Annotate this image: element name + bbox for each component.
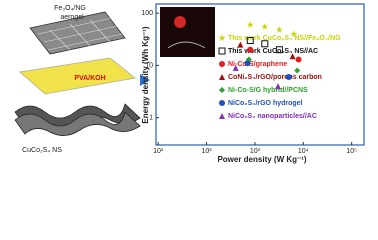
legend-label: NiCo₂S₄/rGO hydrogel [228,100,303,107]
label: CuCo₂S₄ NS [22,147,62,154]
schematic: Fe₃O₄/NG aerogel PVA/KOH CuCo₂S₄ NS [14,5,150,154]
legend-marker [218,47,226,55]
legend-label: Ni-Co-S/G hybrid//PCNS [228,87,308,94]
data-point [294,67,301,74]
data-point [247,46,254,53]
data-point [289,53,296,60]
inset-glow [174,16,186,28]
inset-wire [167,41,206,49]
legend-marker [218,34,226,42]
cuco2s4-layer [14,111,141,136]
data-point [246,37,254,45]
legend-label: CoNi₂S₄/rGO/porous carbon [228,74,322,81]
x-axis-title: Power density (W Kg⁻¹) [217,155,306,164]
x-tick-label: 10² [202,148,213,155]
legend-label: This work CuCo₂S₄ NS//Fe₃O₄/NG [228,35,341,42]
data-point [246,20,254,28]
data-point [275,46,283,54]
data-point [295,56,302,63]
label: Fe₃O₄/NG [54,5,86,12]
inset-photo [160,7,215,57]
data-point [261,22,269,30]
arrow [140,74,150,86]
y-tick-label: 10 [145,62,153,69]
legend-marker [219,61,225,67]
x-tick-label: 10¹ [153,148,164,155]
y-axis-title: Energy density (Wh Kg⁻¹) [141,26,150,123]
label: PVA/KOH [74,75,105,82]
figure: Fe₃O₄/NG aerogel PVA/KOH CuCo₂S₄ NS Powe… [14,3,365,164]
x-tick-label: 10⁴ [298,148,309,155]
page: {"diagram": {"top_label": "Fe₃O₄/NG", "t… [14,3,365,165]
legend-label: Ni-Co-S/graphene [228,61,287,68]
data-point [290,30,298,38]
data-point [275,83,282,90]
data-point [244,60,251,67]
data-point [285,74,292,81]
legend-marker [219,113,225,119]
legend-marker [219,100,225,106]
data-point [275,25,284,34]
data-point [237,41,244,48]
aerogel-layer [29,11,126,55]
data-point [261,40,269,48]
label: aerogel [60,14,84,21]
mesh [37,17,123,51]
x-tick-label: 10³ [250,148,261,155]
data-point [232,64,239,71]
y-tick-label: 100 [141,10,153,17]
legend-marker [219,87,225,93]
electrolyte-layer [19,57,136,95]
legend-label: This work CuCo₂S₄ NS//AC [228,48,318,55]
legend-marker [219,74,225,80]
x-tick-label: 10⁵ [346,148,357,155]
y-tick-label: 1 [149,115,153,122]
plot-frame [155,3,365,146]
legend-label: NiCo₂S₄ nanoparticles//AC [228,113,317,120]
